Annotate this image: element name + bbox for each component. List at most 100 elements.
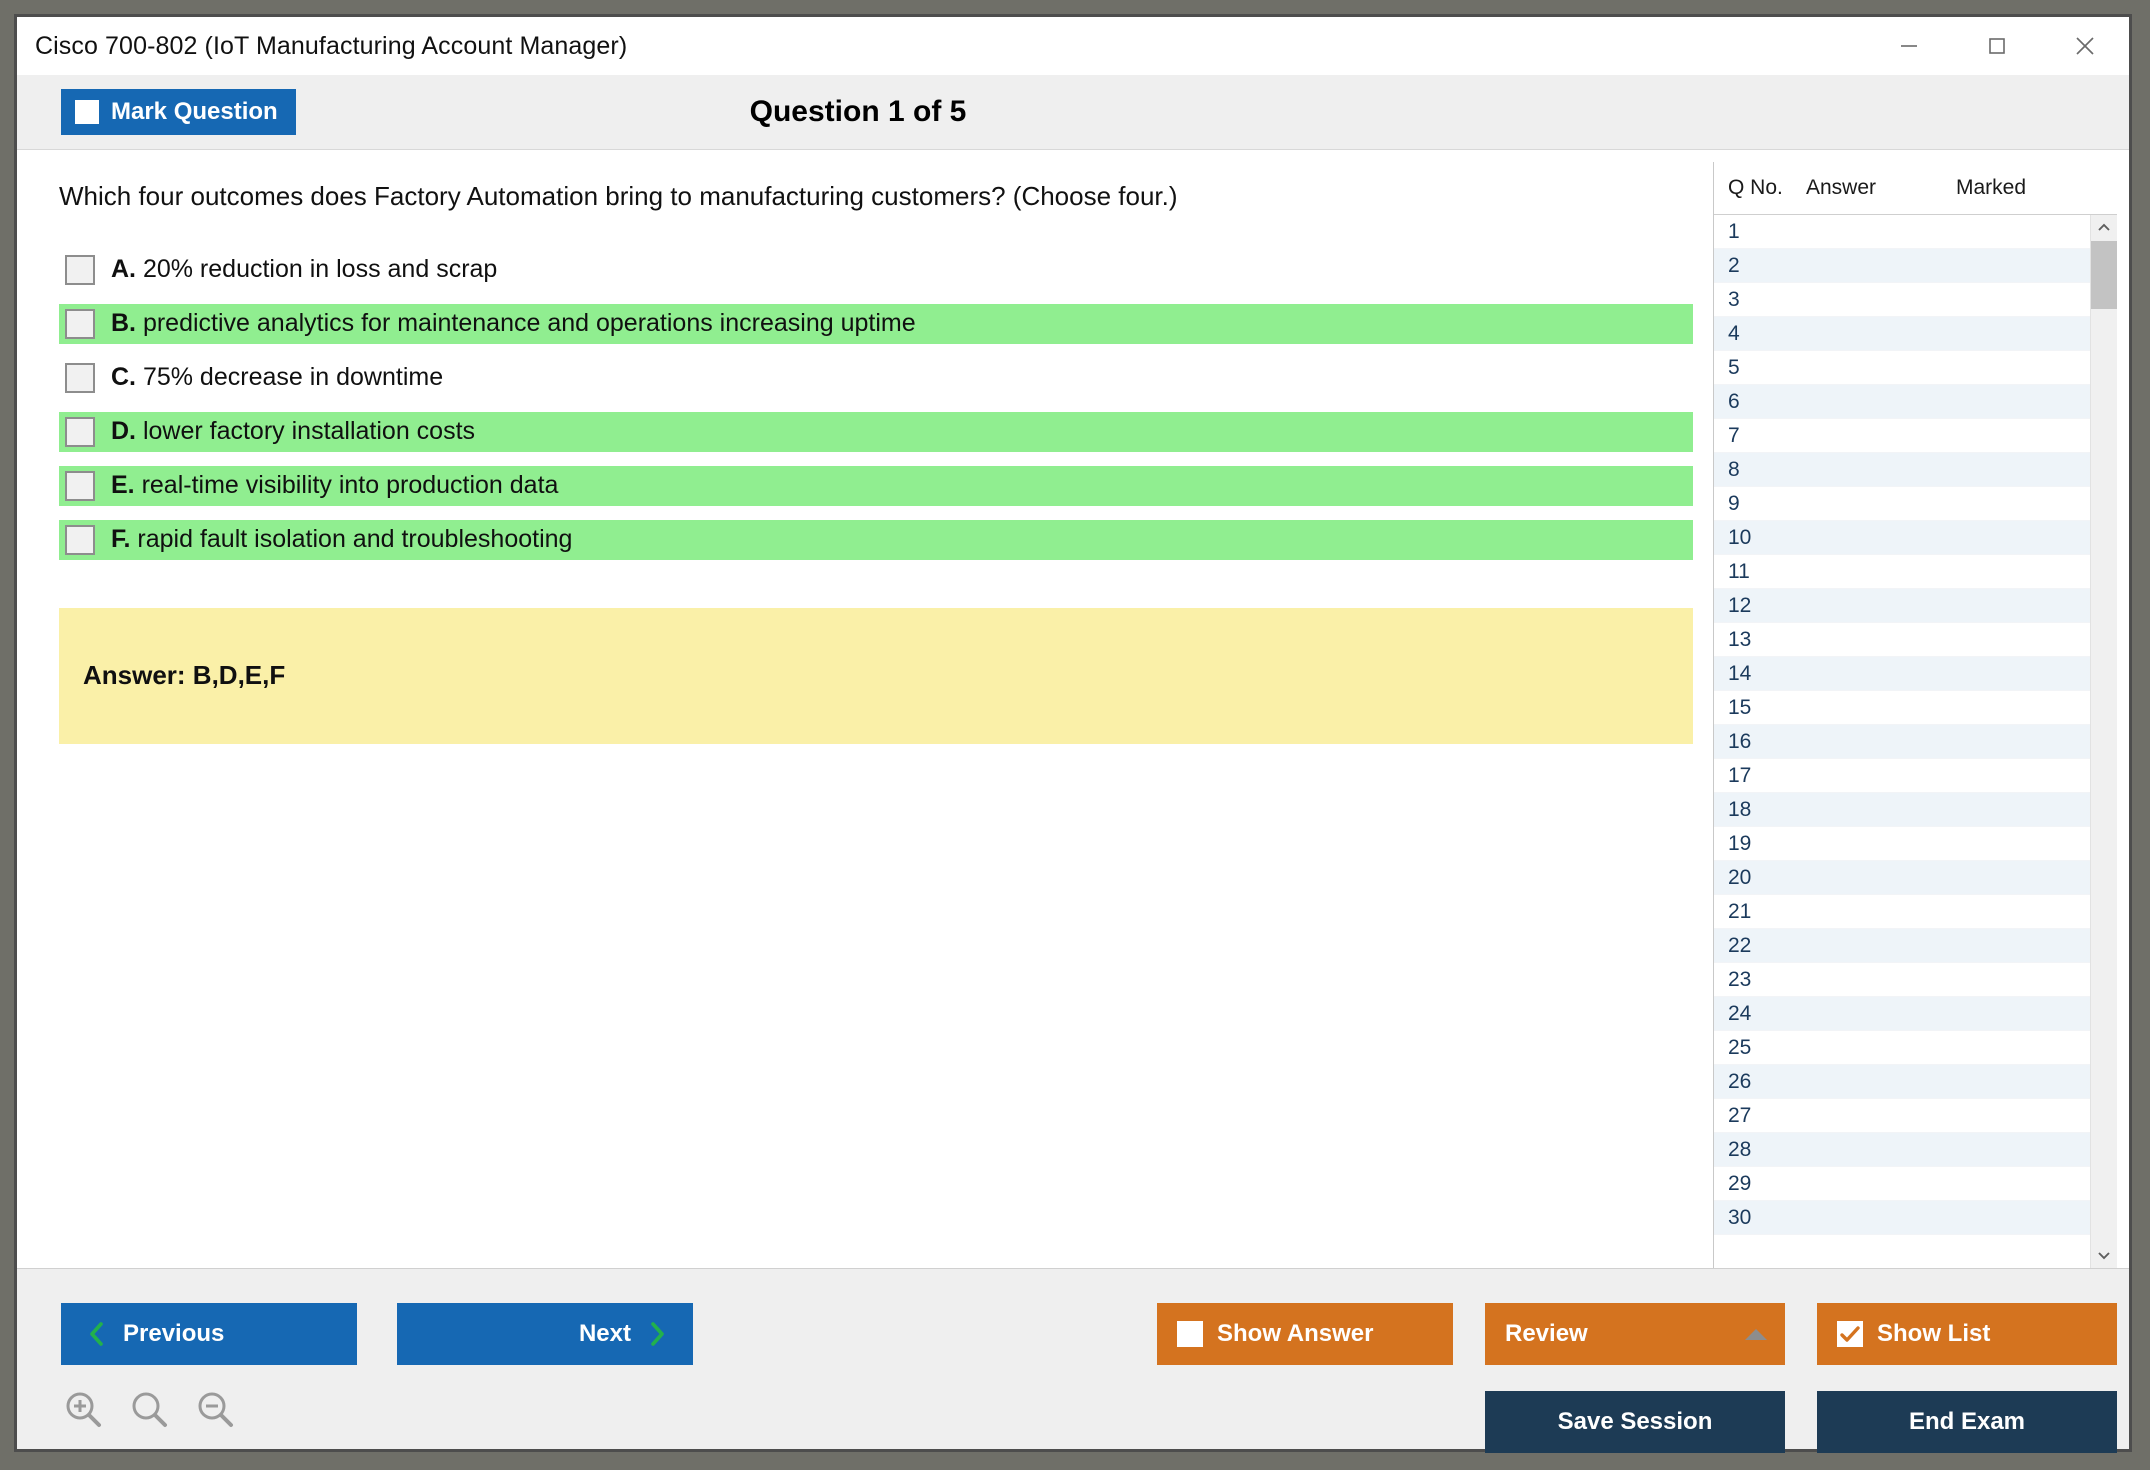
row-question-number: 15 [1728, 695, 1752, 719]
scroll-down-button[interactable] [2091, 1242, 2117, 1268]
table-row[interactable]: 25 [1714, 1031, 2090, 1065]
row-question-number: 21 [1728, 899, 1752, 923]
table-row[interactable]: 27 [1714, 1099, 2090, 1133]
list-scrollbar[interactable] [2090, 215, 2117, 1268]
maximize-button[interactable] [1953, 17, 2041, 75]
option-checkbox-d[interactable] [65, 416, 95, 447]
row-question-number: 10 [1728, 525, 1752, 549]
table-row[interactable]: 30 [1714, 1201, 2090, 1235]
option-checkbox-b[interactable] [65, 308, 95, 339]
option-letter-b: B. [111, 309, 143, 338]
option-letter-d: D. [111, 417, 143, 446]
list-header-qno: Q No. [1728, 176, 1783, 199]
close-button[interactable] [2041, 17, 2129, 75]
table-row[interactable]: 19 [1714, 827, 2090, 861]
table-row[interactable]: 16 [1714, 725, 2090, 759]
row-question-number: 9 [1728, 491, 1740, 515]
show-list-checkbox[interactable] [1837, 1321, 1863, 1347]
row-question-number: 23 [1728, 967, 1752, 991]
table-row[interactable]: 17 [1714, 759, 2090, 793]
review-dropdown[interactable]: Review [1485, 1303, 1785, 1365]
option-checkbox-e[interactable] [65, 470, 95, 501]
list-rows: 1 2 3 4 5 6 7 8 9 10 11 12 13 14 15 16 17 18 19 20 21 22 23 24 2… [1714, 215, 2090, 1268]
table-row[interactable]: 9 [1714, 487, 2090, 521]
table-row[interactable]: 5 [1714, 351, 2090, 385]
maximize-icon [1989, 38, 2005, 54]
row-question-number: 17 [1728, 763, 1752, 787]
row-question-number: 7 [1728, 423, 1740, 447]
table-row[interactable]: 10 [1714, 521, 2090, 555]
show-answer-checkbox[interactable] [1177, 1321, 1203, 1347]
question-pane: Which four outcomes does Factory Automat… [17, 150, 1713, 1268]
table-row[interactable]: 14 [1714, 657, 2090, 691]
zoom-toolbar [61, 1387, 237, 1431]
row-question-number: 11 [1728, 559, 1750, 583]
show-answer-button[interactable]: Show Answer [1157, 1303, 1453, 1365]
list-header-row: Q No. Answer Marked [1714, 162, 2117, 215]
end-exam-button[interactable]: End Exam [1817, 1391, 2117, 1453]
row-question-number: 5 [1728, 355, 1740, 379]
option-text-e: real-time visibility into production dat… [141, 471, 559, 500]
exam-window: Cisco 700-802 (IoT Manufacturing Account… [14, 14, 2132, 1453]
table-row[interactable]: 4 [1714, 317, 2090, 351]
row-question-number: 25 [1728, 1035, 1752, 1059]
table-row[interactable]: 11 [1714, 555, 2090, 589]
mark-question-checkbox[interactable] [75, 100, 99, 124]
table-row[interactable]: 1 [1714, 215, 2090, 249]
option-row-d[interactable]: D. lower factory installation costs [59, 411, 1693, 452]
answer-text: Answer: B,D,E,F [83, 660, 286, 691]
table-row[interactable]: 29 [1714, 1167, 2090, 1201]
next-button[interactable]: Next [397, 1303, 693, 1365]
table-row[interactable]: 26 [1714, 1065, 2090, 1099]
table-row[interactable]: 2 [1714, 249, 2090, 283]
row-question-number: 28 [1728, 1137, 1752, 1161]
table-row[interactable]: 28 [1714, 1133, 2090, 1167]
row-question-number: 29 [1728, 1171, 1752, 1195]
zoom-in-icon[interactable] [61, 1387, 105, 1431]
option-row-f[interactable]: F. rapid fault isolation and troubleshoo… [59, 519, 1693, 560]
option-row-b[interactable]: B. predictive analytics for maintenance … [59, 303, 1693, 344]
table-row[interactable]: 23 [1714, 963, 2090, 997]
page-title: Question 1 of 5 [749, 95, 967, 128]
answer-panel: Answer: B,D,E,F [59, 607, 1693, 744]
question-list-panel: Q No. Answer Marked 1 2 3 4 5 6 7 8 9 10 11 12 13 14 1… [1713, 162, 2117, 1268]
table-row[interactable]: 8 [1714, 453, 2090, 487]
zoom-reset-icon[interactable] [127, 1387, 171, 1431]
row-question-number: 20 [1728, 865, 1752, 889]
minimize-button[interactable] [1865, 17, 1953, 75]
scroll-up-button[interactable] [2091, 215, 2117, 241]
table-row[interactable]: 18 [1714, 793, 2090, 827]
table-row[interactable]: 7 [1714, 419, 2090, 453]
option-row-c[interactable]: C. 75% decrease in downtime [59, 358, 1693, 398]
option-row-e[interactable]: E. real-time visibility into production … [59, 465, 1693, 506]
chevron-right-icon [647, 1320, 667, 1348]
zoom-out-icon[interactable] [193, 1387, 237, 1431]
option-checkbox-c[interactable] [65, 362, 95, 393]
scroll-track[interactable] [2091, 309, 2117, 1242]
list-header-answer: Answer [1806, 176, 1877, 199]
table-row[interactable]: 20 [1714, 861, 2090, 895]
previous-button[interactable]: Previous [61, 1303, 357, 1365]
scroll-thumb[interactable] [2091, 241, 2117, 309]
table-row[interactable]: 15 [1714, 691, 2090, 725]
table-row[interactable]: 22 [1714, 929, 2090, 963]
table-row[interactable]: 12 [1714, 589, 2090, 623]
table-row[interactable]: 24 [1714, 997, 2090, 1031]
show-list-button[interactable]: Show List [1817, 1303, 2117, 1365]
table-row[interactable]: 6 [1714, 385, 2090, 419]
table-row[interactable]: 21 [1714, 895, 2090, 929]
next-label: Next [578, 1320, 631, 1347]
table-row[interactable]: 3 [1714, 283, 2090, 317]
option-letter-f: F. [111, 525, 138, 554]
option-checkbox-f[interactable] [65, 524, 95, 555]
show-answer-label: Show Answer [1217, 1320, 1374, 1347]
row-question-number: 3 [1728, 287, 1740, 311]
mark-question-button[interactable]: Mark Question [61, 89, 296, 135]
option-checkbox-a[interactable] [65, 254, 95, 285]
option-row-a[interactable]: A. 20% reduction in loss and scrap [59, 250, 1693, 290]
list-header-marked: Marked [1956, 176, 2027, 199]
title-bar: Cisco 700-802 (IoT Manufacturing Account… [17, 17, 2129, 75]
chevron-up-icon [2098, 223, 2110, 231]
save-session-button[interactable]: Save Session [1485, 1391, 1785, 1453]
table-row[interactable]: 13 [1714, 623, 2090, 657]
